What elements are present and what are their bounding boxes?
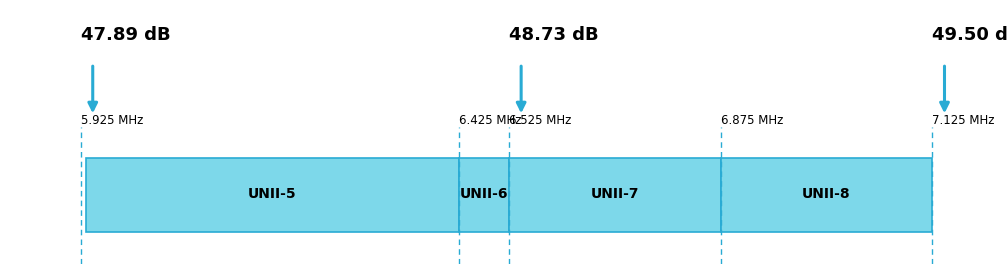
Bar xyxy=(86,158,459,232)
Text: 6.425 MHz: 6.425 MHz xyxy=(459,114,521,127)
Bar xyxy=(459,158,509,232)
Text: UNII-6: UNII-6 xyxy=(460,187,508,201)
Text: 6.875 MHz: 6.875 MHz xyxy=(721,114,783,127)
Text: 5.925 MHz: 5.925 MHz xyxy=(81,114,143,127)
Text: 48.73 dB: 48.73 dB xyxy=(509,26,599,44)
Bar xyxy=(509,158,721,232)
Text: UNII-7: UNII-7 xyxy=(591,187,639,201)
Text: UNII-8: UNII-8 xyxy=(802,187,851,201)
Text: 49.50 dB: 49.50 dB xyxy=(932,26,1008,44)
Bar xyxy=(721,158,932,232)
Text: UNII-5: UNII-5 xyxy=(248,187,296,201)
Text: 7.125 MHz: 7.125 MHz xyxy=(932,114,995,127)
Text: 47.89 dB: 47.89 dB xyxy=(81,26,170,44)
Text: 6.525 MHz: 6.525 MHz xyxy=(509,114,572,127)
